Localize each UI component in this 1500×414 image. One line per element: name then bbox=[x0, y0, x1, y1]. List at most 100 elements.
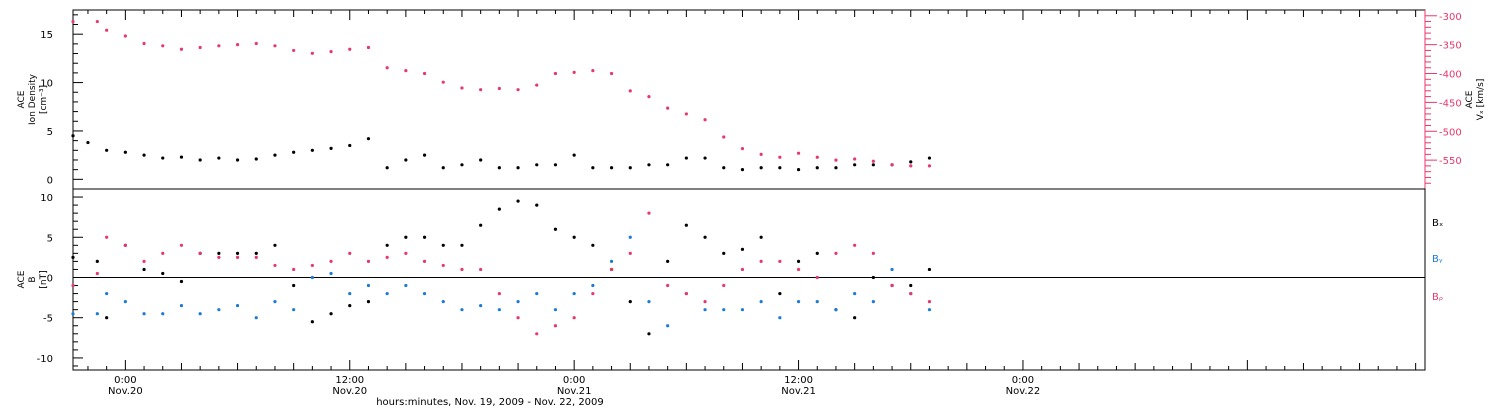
density-point bbox=[703, 156, 707, 160]
magnetic-point bbox=[441, 243, 445, 247]
magnetic-point bbox=[796, 267, 801, 272]
date-tick-label: Nov.21 bbox=[781, 386, 816, 397]
right-velocity-axis-title: ACE Vₓ [km/s] bbox=[1465, 79, 1486, 121]
magnetic-point bbox=[142, 267, 146, 272]
density-point bbox=[329, 146, 333, 150]
velocity-series bbox=[71, 19, 932, 168]
magnetic-point bbox=[254, 251, 258, 255]
density-point bbox=[198, 158, 202, 162]
magnetic-point bbox=[479, 267, 483, 272]
velocity-point bbox=[179, 47, 184, 51]
magnetic-point bbox=[179, 304, 184, 308]
velocity-point bbox=[460, 86, 464, 90]
magnetic-point bbox=[628, 300, 632, 304]
right-velocity-tick-label: -300 bbox=[1439, 12, 1462, 23]
magnetic-point bbox=[254, 255, 258, 259]
magnetic-field-tick-label: 5 bbox=[47, 233, 53, 244]
x-axis-label: hours:minutes, Nov. 19, 2009 - Nov. 22, … bbox=[376, 397, 604, 408]
magnetic-point bbox=[553, 324, 558, 328]
magnetic-point bbox=[235, 251, 240, 255]
magnetic-field-axis-title-line: ACE bbox=[17, 270, 27, 288]
magnetic-point bbox=[927, 267, 932, 272]
velocity-point bbox=[909, 164, 913, 168]
magnetic-point bbox=[179, 279, 184, 284]
magnetic-point bbox=[292, 267, 296, 272]
magnetic-point bbox=[553, 227, 558, 231]
time-tick-label: 0:00 bbox=[563, 375, 585, 386]
density-point bbox=[105, 148, 109, 152]
magnetic-point bbox=[703, 235, 707, 239]
density-point bbox=[778, 166, 782, 170]
velocity-point bbox=[123, 34, 127, 38]
magnetic-field-axis-title: ACE B [nT] bbox=[17, 270, 49, 288]
magnetic-point bbox=[628, 235, 632, 239]
magnetic-point bbox=[890, 267, 894, 272]
density-point bbox=[927, 156, 932, 160]
magnetic-point bbox=[497, 207, 501, 211]
left-density-axis-title-line: [cm⁻³] bbox=[39, 85, 49, 114]
legend-bz: Bᵨ bbox=[1432, 292, 1443, 303]
magnetic-point bbox=[871, 251, 875, 255]
density-point bbox=[404, 158, 408, 162]
magnetic-point bbox=[310, 320, 314, 324]
velocity-point bbox=[628, 89, 632, 93]
density-point bbox=[348, 143, 352, 148]
velocity-point bbox=[254, 41, 258, 46]
density-point bbox=[422, 153, 427, 157]
velocity-point bbox=[310, 51, 314, 55]
magnetic-point bbox=[834, 251, 838, 255]
velocity-point bbox=[834, 158, 838, 162]
velocity-point bbox=[853, 157, 857, 161]
velocity-point bbox=[609, 71, 614, 76]
density-point bbox=[591, 166, 595, 170]
density-point bbox=[273, 153, 277, 157]
magnetic-point bbox=[95, 312, 99, 316]
density-point bbox=[235, 158, 240, 162]
magnetic-field-tick-label: -5 bbox=[43, 314, 53, 325]
magnetic-point bbox=[422, 259, 427, 263]
density-point bbox=[142, 153, 146, 157]
magnetic-point bbox=[516, 300, 520, 304]
magnetic-point bbox=[366, 283, 371, 288]
magnetic-point bbox=[366, 259, 371, 263]
density-point bbox=[292, 150, 296, 154]
magnetic-point bbox=[778, 259, 782, 263]
magnetic-point bbox=[609, 259, 614, 263]
magnetic-point bbox=[273, 243, 277, 247]
velocity-point bbox=[479, 88, 483, 92]
velocity-point bbox=[385, 66, 389, 70]
magnetic-point bbox=[161, 251, 165, 255]
magnetic-point bbox=[909, 283, 913, 288]
left-density-axis-title-line: Ion Density bbox=[28, 73, 38, 125]
magnetic-point bbox=[796, 259, 801, 263]
magnetic-point bbox=[71, 312, 75, 316]
magnetic-point bbox=[497, 291, 501, 296]
magnetic-point bbox=[292, 283, 296, 288]
magnetic-point bbox=[161, 312, 165, 316]
velocity-point bbox=[142, 41, 146, 46]
magnetic-point bbox=[422, 235, 427, 239]
magnetic-point bbox=[740, 308, 745, 312]
velocity-point bbox=[292, 48, 296, 53]
magnetic-point bbox=[161, 271, 165, 276]
magnetic-point bbox=[666, 283, 670, 288]
density-point bbox=[871, 163, 875, 167]
magnetic-point bbox=[179, 243, 184, 247]
magnetic-point bbox=[759, 235, 763, 239]
magnetic-point bbox=[871, 275, 875, 280]
density-point bbox=[740, 168, 745, 172]
magnetic-point bbox=[105, 316, 109, 320]
magnetic-point bbox=[235, 255, 240, 259]
right-velocity-axis-title-line: ACE bbox=[1465, 90, 1475, 108]
magnetic-point bbox=[572, 235, 576, 239]
magnetic-point bbox=[778, 316, 782, 320]
velocity-point bbox=[273, 44, 277, 48]
density-point bbox=[909, 160, 913, 164]
velocity-point bbox=[535, 83, 539, 87]
magnetic-point bbox=[684, 223, 688, 227]
velocity-point bbox=[890, 163, 894, 167]
density-point bbox=[123, 150, 127, 154]
magnetic-field-axis-title-line: [nT] bbox=[39, 270, 49, 288]
velocity-point bbox=[553, 71, 558, 76]
